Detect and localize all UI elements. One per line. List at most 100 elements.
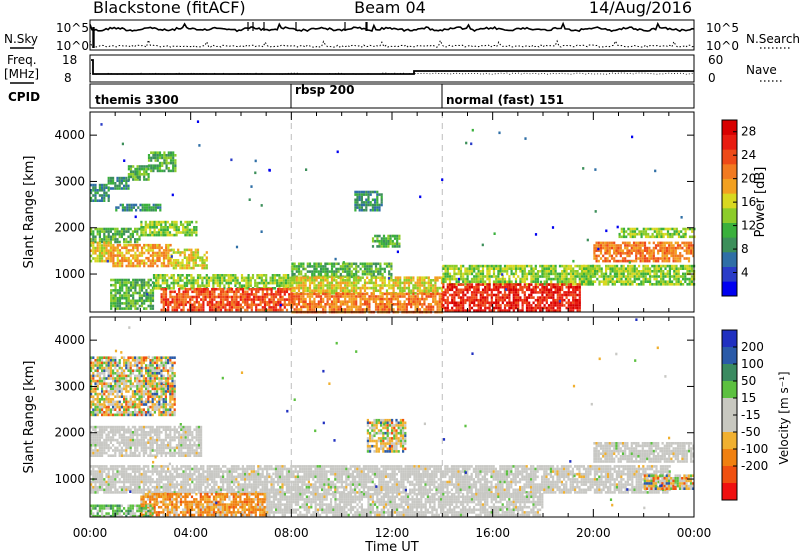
range-cell [125,249,128,252]
range-cell [530,270,533,273]
range-cell [628,252,631,255]
range-cell [103,413,106,417]
range-cell [182,295,185,299]
range-cell [129,249,133,252]
range-cell [300,276,303,279]
range-cell [659,241,662,245]
range-cell [556,306,559,310]
range-cell [385,289,389,292]
range-cell [267,281,270,285]
range-cell [101,372,104,375]
range-cell [300,305,303,309]
range-cell [166,284,169,287]
range-cell [498,131,501,135]
range-cell [136,227,139,231]
range-cell [468,283,471,286]
range-cell [403,279,406,282]
range-cell [453,285,456,289]
range-cell [543,304,546,307]
range-cell [163,161,166,165]
range-cell [127,230,130,233]
range-cell [611,264,614,268]
range-cell [497,293,500,297]
range-cell [558,272,562,276]
range-cell [407,292,411,296]
range-cell [197,303,201,307]
range-cell [355,276,358,279]
range-cell [161,274,164,277]
range-cell [626,252,629,255]
range-cell [432,286,435,290]
range-cell [116,240,119,244]
range-cell [675,272,678,276]
range-cell [492,283,496,286]
range-cell [675,267,678,270]
range-cell [583,283,586,286]
range-cell [183,276,186,280]
range-cell [335,297,338,301]
range-cell [508,291,511,294]
range-cell [574,291,577,294]
range-cell [642,275,645,278]
range-cell [655,277,658,281]
range-cell [324,262,327,266]
range-cell [289,279,292,282]
range-cell [532,267,535,270]
range-cell [132,296,135,300]
range-cell [356,195,359,199]
range-cell [276,279,279,282]
range-cell [629,270,632,273]
range-cell [273,281,277,285]
range-cell [132,170,135,173]
range-cell [115,208,118,212]
range-cell [359,303,362,306]
range-cell [101,398,104,401]
range-cell [479,283,482,286]
range-cell [444,298,447,302]
range-cell [235,295,238,299]
range-cell [691,235,694,239]
range-cell [639,257,642,260]
range-cell [423,303,426,306]
range-cell [350,284,353,287]
range-cell [574,283,577,286]
range-cell [304,303,307,306]
range-cell [368,286,371,290]
range-cell [140,249,144,252]
range-cell [453,275,456,278]
range-cell [639,241,642,245]
range-cell [455,291,458,294]
range-cell [497,272,500,276]
range-cell [308,300,312,303]
range-cell [545,277,548,281]
range-cell [326,272,329,276]
range-cell [121,251,124,255]
range-cell [200,303,203,307]
range-cell [270,306,273,309]
range-cell [355,281,358,285]
range-cell [225,279,228,282]
range-cell [177,248,180,252]
cpid-mode-3: normal (fast) 151 [446,93,564,107]
range-cell [324,292,327,296]
range-cell [383,281,386,285]
noise-left-tick-top: 10^5 [56,21,89,35]
range-cell [281,295,284,299]
range-cell [174,154,177,157]
range-cell [607,277,610,281]
range-cell [488,280,491,283]
range-cell [444,267,447,270]
range-cell [672,254,675,258]
range-cell [399,289,402,292]
range-cell [145,283,148,287]
range-cell [484,288,487,292]
range-cell [315,295,318,298]
range-cell [539,288,542,292]
range-cell [147,294,150,297]
range-cell [110,307,113,310]
range-cell [605,267,608,270]
range-cell [282,276,285,280]
range-cell [311,265,314,268]
range-cell [512,272,515,276]
range-cell [167,246,170,250]
